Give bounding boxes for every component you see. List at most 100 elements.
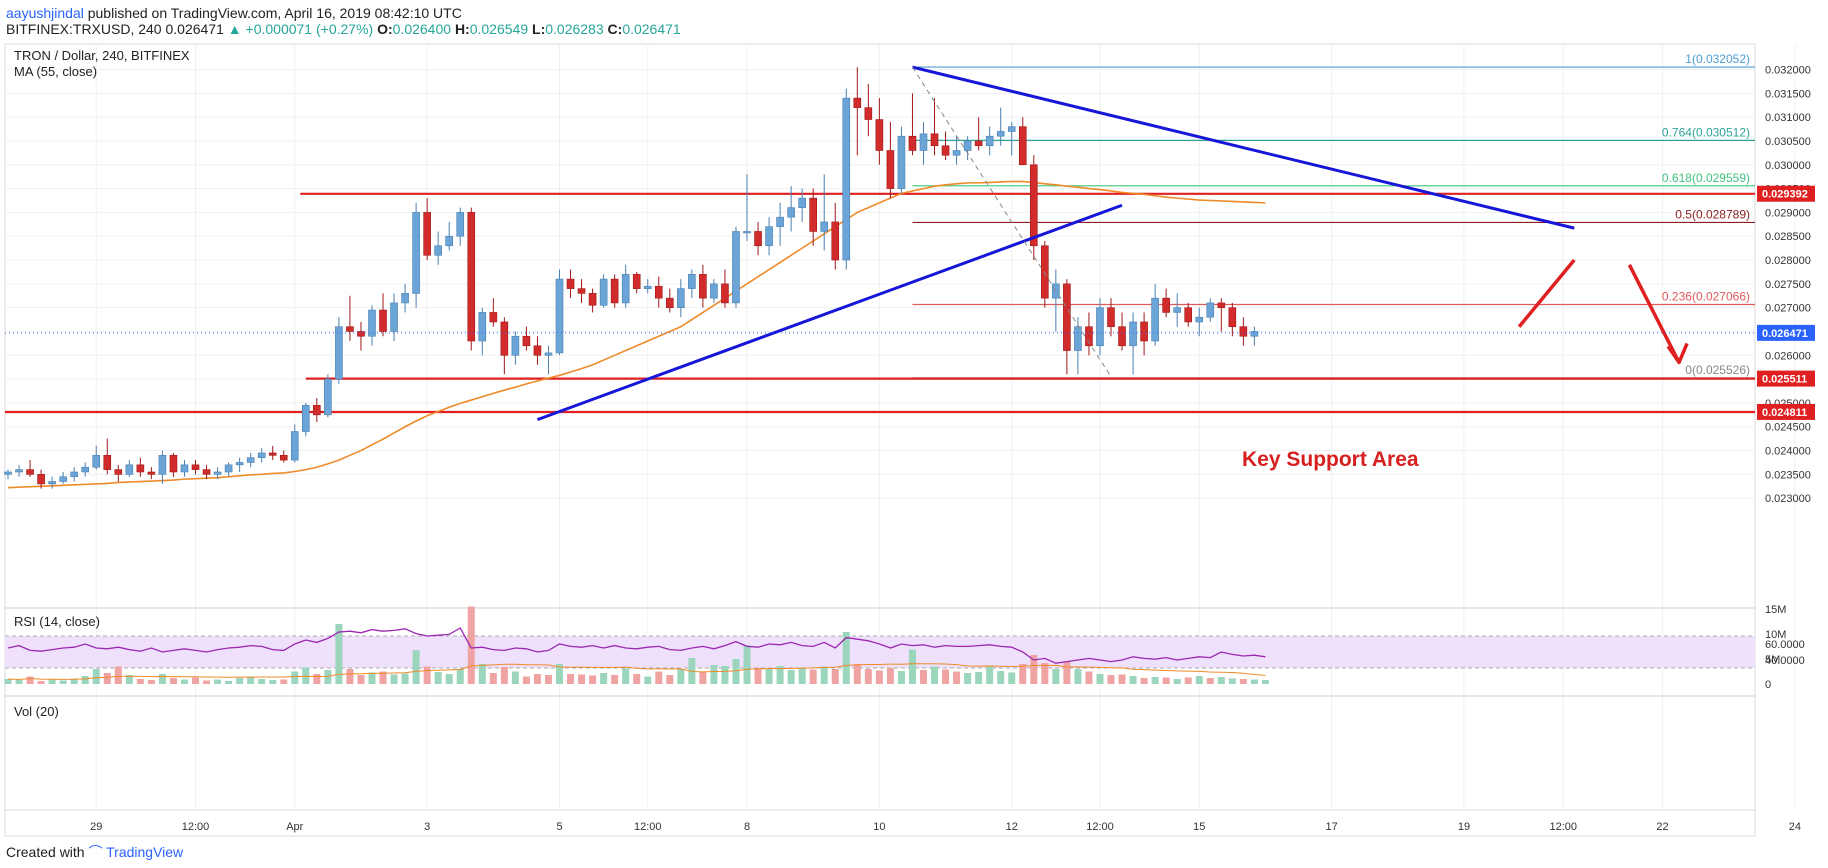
volume-bar	[247, 676, 255, 684]
candle-body	[952, 150, 961, 156]
candle-body	[831, 221, 840, 261]
time-tick-label: 10	[873, 821, 885, 833]
candle-body	[290, 431, 299, 461]
volume-bar	[732, 659, 740, 684]
candle-body	[765, 226, 773, 247]
candle-body	[743, 231, 751, 234]
volume-bar	[125, 675, 133, 684]
candle-body	[1151, 297, 1159, 342]
close-value: 0.026471	[622, 21, 681, 37]
chart-frame	[4, 43, 1756, 837]
candle-body	[169, 455, 178, 473]
price-tick-label: 0.028000	[1765, 255, 1811, 267]
candle-body	[246, 457, 255, 463]
candle-body	[1107, 307, 1115, 328]
volume-bar	[456, 669, 464, 684]
volume-bar	[434, 672, 442, 684]
volume-bar	[666, 675, 674, 684]
volume-bar	[1239, 679, 1247, 684]
volume-bar	[1250, 679, 1258, 684]
fib-level-label: 0.618(0.029559)	[1662, 171, 1750, 185]
price-tick-label: 0.031000	[1765, 112, 1811, 124]
price-tick-label: 0.028500	[1765, 231, 1811, 243]
volume-bar	[1085, 671, 1093, 684]
price-tag-label: 0.026471	[1762, 328, 1808, 340]
volume-bar	[611, 675, 619, 684]
price-tag-bg	[1757, 185, 1815, 202]
price-change: ▲ +0.000071 (+0.27%)	[227, 21, 374, 37]
candle-body	[1206, 302, 1215, 318]
up-arrow-line	[1517, 258, 1576, 328]
rsi-polyline	[7, 627, 1266, 664]
candle-body	[1217, 302, 1226, 308]
price-tag-label: 0.025511	[1762, 374, 1807, 386]
volume-bar	[589, 675, 597, 684]
volume-tick-label: 5M	[1765, 654, 1780, 666]
volume-bar	[522, 676, 530, 684]
volume-bar	[236, 678, 244, 684]
volume-bar	[412, 650, 420, 684]
candle-body	[1018, 126, 1027, 166]
candle-body	[401, 293, 409, 304]
time-tick-label: 12:00	[182, 821, 210, 833]
candle-body	[48, 481, 56, 485]
volume-bar	[776, 666, 784, 684]
candle-body	[26, 469, 34, 475]
candle-body	[147, 471, 156, 475]
volume-bar	[853, 664, 861, 684]
price-tag-bg	[1757, 370, 1815, 387]
candle-body	[423, 212, 431, 256]
volume-bar	[721, 666, 729, 684]
candle-body	[1195, 316, 1204, 323]
time-axis[interactable]: 29 12:00 Apr 3 5 12:00 8 10 12 12:00 15 17 19 12:00 22…	[5, 809, 1828, 833]
volume-bar	[743, 645, 751, 684]
volume-bar	[953, 671, 961, 684]
volume-bar	[59, 680, 67, 684]
volume-bar	[842, 632, 850, 684]
candle-body	[324, 378, 332, 416]
candle-body	[1162, 297, 1170, 313]
price-tick-label: 0.024500	[1765, 422, 1811, 434]
chart-canvas[interactable]: 1(0.032052) 0.764(0.030512) 0.618(0.029559…	[0, 42, 1828, 842]
volume-bar	[986, 665, 994, 684]
volume-bar	[324, 670, 332, 684]
candle-body	[665, 297, 674, 308]
candle-body	[1239, 326, 1248, 337]
author-link[interactable]: aayushjindal	[6, 5, 84, 21]
volume-bar	[533, 674, 541, 684]
volume-bar	[203, 680, 211, 684]
candle-body	[500, 321, 509, 356]
volume-bar	[908, 649, 916, 684]
volume-bar	[335, 624, 343, 684]
fib-level-label: 0(0.025526)	[1685, 363, 1750, 377]
candle-body	[886, 150, 895, 189]
drawings[interactable]	[5, 65, 1755, 422]
volume-bar	[1184, 677, 1192, 684]
candle-body	[566, 278, 575, 289]
legend-pair: TRON / Dollar, 240, BITFINEX	[14, 48, 190, 63]
volume-bar	[390, 674, 398, 684]
candle-body	[357, 331, 365, 337]
volume-bar	[1162, 677, 1170, 684]
low-value: 0.026283	[545, 21, 604, 37]
candle-body	[798, 197, 806, 208]
rsi-line	[7, 627, 1266, 664]
footer: Created with ⌒ TradingView	[6, 842, 183, 862]
time-tick-label: 15	[1193, 821, 1205, 833]
candle-body	[1074, 326, 1082, 351]
candle-body	[588, 293, 597, 306]
volume-bar	[1019, 664, 1027, 684]
candle-body	[974, 140, 983, 147]
fibonacci-levels[interactable]: 1(0.032052) 0.764(0.030512) 0.618(0.029559…	[912, 52, 1755, 379]
candle-body	[125, 464, 134, 475]
volume-bar	[169, 678, 177, 684]
candle-body	[4, 471, 12, 475]
candle-body	[599, 278, 608, 306]
candle-body	[864, 107, 873, 120]
tradingview-link[interactable]: TradingView	[106, 844, 184, 860]
created-with-text: Created with	[6, 844, 85, 860]
candle-body	[257, 452, 266, 459]
candle-body	[1140, 321, 1148, 342]
candle-body	[643, 285, 652, 289]
volume-bar	[136, 679, 144, 684]
